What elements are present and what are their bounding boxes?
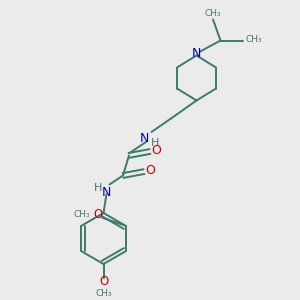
Text: CH₃: CH₃	[74, 210, 90, 219]
Text: CH₃: CH₃	[95, 289, 112, 298]
Text: N: N	[102, 186, 111, 199]
Text: O: O	[93, 208, 103, 221]
Text: O: O	[99, 274, 108, 288]
Text: H: H	[94, 183, 103, 194]
Text: N: N	[192, 47, 201, 61]
Text: CH₃: CH₃	[245, 35, 262, 44]
Text: O: O	[146, 164, 155, 177]
Text: N: N	[140, 132, 149, 145]
Text: O: O	[152, 144, 161, 157]
Text: H: H	[151, 138, 160, 148]
Text: CH₃: CH₃	[205, 9, 221, 18]
